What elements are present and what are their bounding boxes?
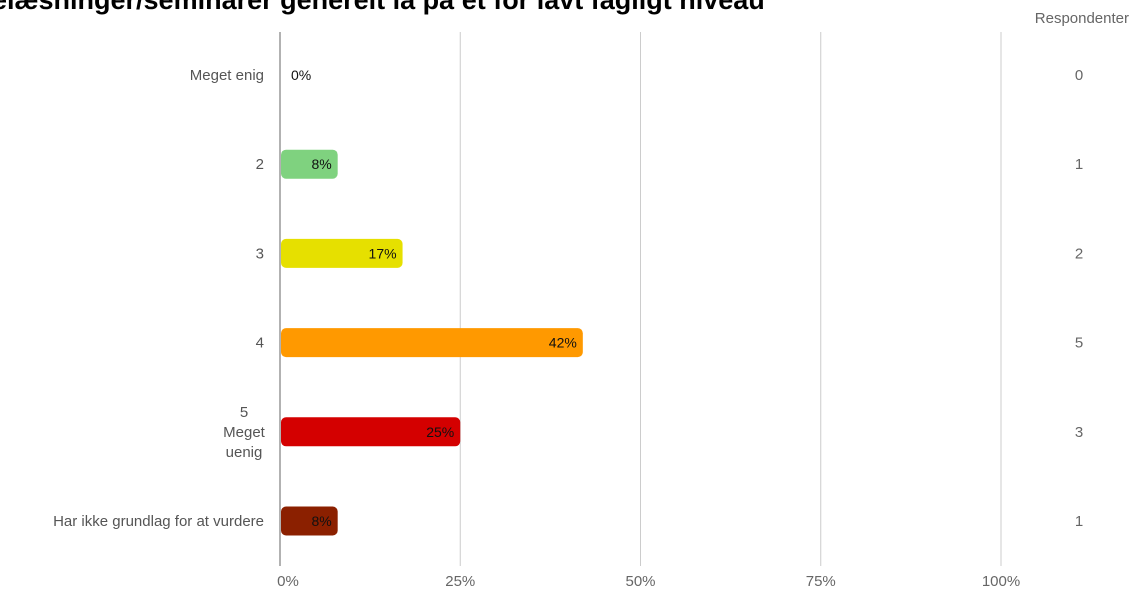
bar-value-label: 8% <box>311 156 331 172</box>
respondent-count: 0 <box>1075 67 1083 84</box>
gridlines <box>459 32 1002 566</box>
bar-value-label: 25% <box>426 424 454 440</box>
bar-value-label: 8% <box>311 513 331 529</box>
respondent-count: 2 <box>1075 245 1083 262</box>
respondent-count: 5 <box>1075 335 1083 352</box>
bar-value-label: 0% <box>291 67 311 83</box>
x-tick-label: 25% <box>445 573 475 590</box>
bar-value-label: 17% <box>369 245 397 261</box>
respondent-count: 1 <box>1075 513 1083 530</box>
x-axis-tick-labels: 0% 25% 50% 75% 100% <box>277 573 1020 590</box>
category-label: 5 Meget uenig <box>223 404 266 461</box>
category-label: 4 <box>256 335 264 352</box>
category-label: Har ikke grundlag for at vurdere <box>53 513 264 530</box>
category-labels: Meget enig 2 3 4 5 Meget uenig Har ikke grundla… <box>53 67 266 530</box>
category-label-line: 5 <box>240 404 248 421</box>
bar <box>281 506 338 536</box>
x-tick-label: 75% <box>806 573 836 590</box>
category-label: Meget enig <box>190 67 264 84</box>
respondent-counts: 0 1 2 5 3 1 <box>1075 67 1083 530</box>
bar <box>281 149 338 179</box>
category-label-line: Meget <box>223 424 266 441</box>
category-label-line: uenig <box>226 444 263 461</box>
chart-title: elæsninger/seminarer generelt la på et f… <box>0 0 765 15</box>
bars: 0% 8% 17% 42% 25% 8% <box>281 67 583 536</box>
respondent-count: 3 <box>1075 424 1083 441</box>
x-tick-label: 50% <box>625 573 655 590</box>
bar <box>281 417 461 447</box>
respondents-column-header: Respondenter <box>1035 10 1129 27</box>
respondent-count: 1 <box>1075 156 1083 173</box>
x-tick-label: 100% <box>982 573 1020 590</box>
bar <box>281 238 403 268</box>
category-label: 2 <box>256 156 264 173</box>
bar-value-label: 42% <box>549 335 577 351</box>
category-label: 3 <box>256 245 264 262</box>
bar <box>281 328 583 358</box>
x-tick-label: 0% <box>277 573 299 590</box>
